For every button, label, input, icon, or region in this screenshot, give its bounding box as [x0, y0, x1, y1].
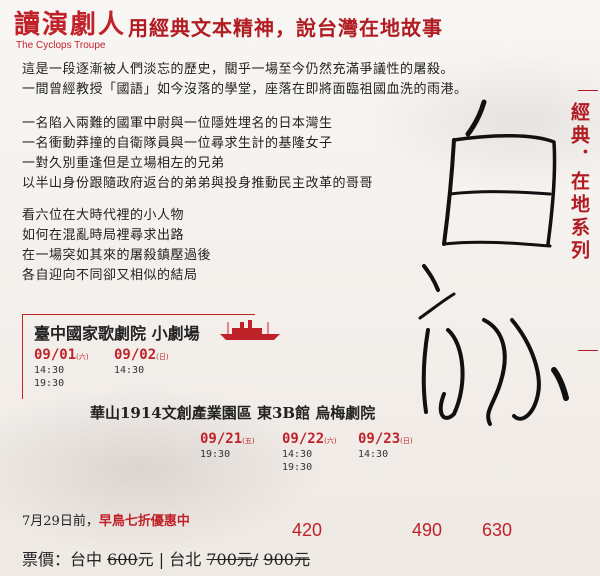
headline: 用經典文本精神，說台灣在地故事	[128, 16, 443, 40]
taipei-original-price-1: 700元/	[206, 550, 259, 569]
character-line: 一名陷入兩難的國軍中尉與一位隱姓埋名的日本灣生	[22, 116, 333, 131]
character-line: 一名衝動莽撞的自衛隊員與一位尋求生計的基隆女子	[22, 136, 333, 151]
weekday-label: (六)	[76, 353, 89, 361]
taichung-original-price: 600	[107, 550, 138, 569]
early-bird-notice: 7月29日前，早鳥七折優惠中	[22, 510, 190, 529]
outro-line: 各自迎向不同卻又相似的結局	[22, 268, 198, 283]
showtime: 14:30	[34, 365, 65, 376]
outro-line: 在一場突如其來的屠殺鎮壓過後	[22, 248, 212, 263]
venue1-date-1: 09/01(六) 14:30 19:30	[34, 344, 89, 389]
price-separator: |	[158, 550, 165, 569]
weekday-label: (六)	[324, 437, 337, 445]
venue1-name: 臺中國家歌劇院 小劇場	[34, 324, 200, 343]
ticket-price-line: 票價：台中 600元 | 台北 700元/ 900元	[22, 546, 310, 570]
early-bird-prefix: 7月29日前，	[22, 514, 99, 529]
taipei-original-price-2: 900元	[263, 550, 310, 569]
characters-paragraph: 一名陷入兩難的國軍中尉與一位隱姓埋名的日本灣生 一名衝動莽撞的自衛隊員與一位尋求…	[22, 114, 373, 194]
title-calligraphy-art	[418, 99, 569, 426]
venue1-frame	[22, 314, 255, 399]
ship-icon	[220, 320, 280, 340]
showtime: 19:30	[34, 378, 65, 389]
taipei-label: 台北	[169, 550, 202, 569]
date-label: 09/23	[358, 431, 401, 447]
taipei-discount-price-1: 490	[412, 520, 443, 540]
venue2-date-2: 09/22(六) 14:30 19:30	[282, 428, 337, 473]
price-unit: 元	[137, 550, 154, 569]
price-label: 票價：	[22, 550, 71, 569]
venue2-date-1: 09/21(五) 19:30	[200, 428, 255, 460]
troupe-logo-chinese: 讀演劇人	[14, 10, 127, 40]
early-bird-highlight: 早鳥七折優惠中	[98, 514, 190, 529]
date-label: 09/22	[282, 431, 325, 447]
date-label: 09/02	[114, 347, 157, 363]
intro-line: 這是一段逐漸被人們淡忘的歷史，關乎一場至今仍然充滿爭議性的屠殺。	[22, 62, 455, 77]
outro-line: 看六位在大時代裡的小人物	[22, 208, 185, 223]
showtime: 14:30	[282, 449, 313, 460]
character-line: 以半山身份跟隨政府返台的弟弟與投身推動民主改革的哥哥	[22, 176, 374, 191]
showtime: 19:30	[282, 462, 313, 473]
weekday-label: (五)	[242, 437, 255, 445]
date-label: 09/21	[200, 431, 243, 447]
venue1-date-2: 09/02(日) 14:30	[114, 344, 169, 376]
series-top-dash	[578, 90, 598, 91]
taichung-discount-price: 420	[292, 520, 323, 540]
showtime: 19:30	[200, 449, 231, 460]
series-bottom-dash	[578, 350, 598, 351]
series-label: 經典．在地系列	[568, 102, 590, 263]
weekday-label: (日)	[156, 353, 169, 361]
taichung-label: 台中	[70, 550, 103, 569]
intro-paragraph: 這是一段逐漸被人們淡忘的歷史，關乎一場至今仍然充滿爭議性的屠殺。 一間曾經教授「…	[22, 60, 468, 100]
intro-line: 一間曾經教授「國語」如今沒落的學堂，座落在即將面臨祖國血洗的雨港。	[22, 82, 468, 97]
outro-paragraph: 看六位在大時代裡的小人物 如何在混亂時局裡尋求出路 在一場突如其來的屠殺鎮壓過後…	[22, 206, 211, 286]
venue2-date-3: 09/23(日) 14:30	[358, 428, 413, 460]
venue2-name: 華山1914文創產業園區 東3B館 烏梅劇院	[90, 404, 376, 422]
character-line: 一對久別重逢但是立場相左的兄弟	[22, 156, 225, 171]
outro-line: 如何在混亂時局裡尋求出路	[22, 228, 185, 243]
showtime: 14:30	[358, 449, 389, 460]
date-label: 09/01	[34, 347, 77, 363]
showtime: 14:30	[114, 365, 145, 376]
troupe-logo-english: The Cyclops Troupe	[16, 40, 106, 51]
weekday-label: (日)	[400, 437, 413, 445]
taipei-discount-price-2: 630	[482, 520, 513, 540]
